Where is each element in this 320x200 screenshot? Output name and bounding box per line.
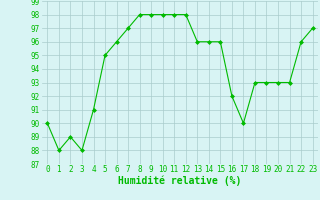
- X-axis label: Humidité relative (%): Humidité relative (%): [118, 176, 242, 186]
